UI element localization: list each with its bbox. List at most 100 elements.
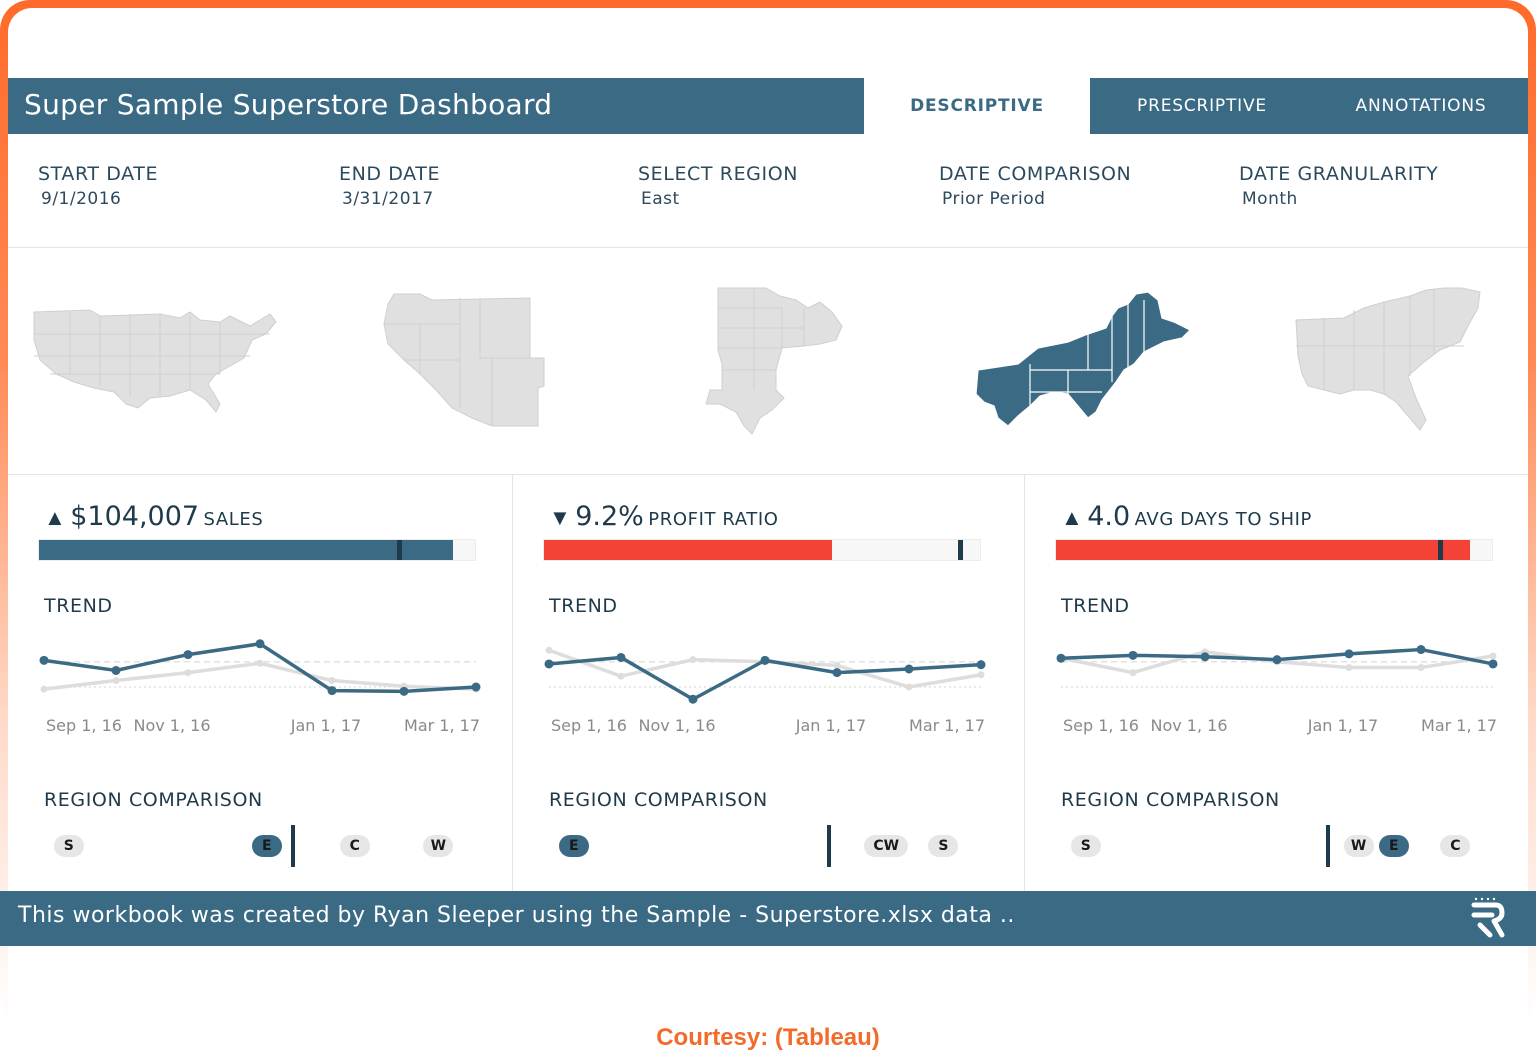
trend-point-current[interactable] xyxy=(183,650,193,660)
date-comparison-filter[interactable]: DATE COMPARISON Prior Period xyxy=(939,163,1131,209)
trend-point-current[interactable] xyxy=(1488,659,1498,669)
region-filter[interactable]: SELECT REGION East xyxy=(638,163,798,209)
region-comparison-title: REGION COMPARISON xyxy=(549,789,768,811)
trend-up-icon: ▲ xyxy=(1061,505,1083,530)
trend-point-prior[interactable] xyxy=(545,646,553,654)
x-tick-label: Nov 1, 16 xyxy=(638,716,715,735)
trend-point-prior[interactable] xyxy=(977,671,985,679)
map-south-region[interactable] xyxy=(1284,286,1486,434)
trend-point-prior[interactable] xyxy=(1345,664,1353,672)
region-chip-s[interactable]: S xyxy=(928,835,959,857)
x-tick-label: Sep 1, 16 xyxy=(551,716,627,735)
trend-point-current[interactable] xyxy=(760,655,770,665)
trend-point-prior[interactable] xyxy=(1489,652,1497,660)
trend-point-current[interactable] xyxy=(39,655,49,665)
trend-point-prior[interactable] xyxy=(256,659,264,667)
trend-point-prior[interactable] xyxy=(833,661,841,669)
map-all-regions[interactable] xyxy=(30,304,280,416)
kpi-value: 4.0 xyxy=(1087,501,1131,532)
region-chip-e[interactable]: E xyxy=(251,835,282,857)
trend-point-current[interactable] xyxy=(616,652,626,662)
region-chip-w[interactable]: W xyxy=(423,835,454,857)
filter-label: SELECT REGION xyxy=(638,163,799,185)
trend-point-prior[interactable] xyxy=(1129,669,1137,677)
author-logo-icon[interactable] xyxy=(1466,897,1506,941)
kpi-bullet-bar[interactable] xyxy=(543,539,981,561)
trend-point-prior[interactable] xyxy=(617,672,625,680)
x-tick-label: Jan 1, 17 xyxy=(1307,716,1378,735)
kpi-panels: ▲ $104,007 SALES TREND Sep 1, 16 Nov 1, 1… xyxy=(8,475,1528,891)
trend-point-prior[interactable] xyxy=(905,683,913,691)
trend-point-current[interactable] xyxy=(544,659,554,669)
filter-value: 3/31/2017 xyxy=(342,189,434,209)
footer-bar: This workbook was created by Ryan Sleepe… xyxy=(0,891,1536,946)
trend-line-current xyxy=(43,642,477,694)
trend-point-current[interactable] xyxy=(1200,652,1210,662)
trend-point-current[interactable] xyxy=(399,686,409,696)
region-chip-s[interactable]: S xyxy=(53,835,84,857)
x-tick-label: Sep 1, 16 xyxy=(46,716,122,735)
filter-label: END DATE xyxy=(339,163,441,185)
date-granularity-filter[interactable]: DATE GRANULARITY Month xyxy=(1239,163,1438,209)
trend-point-current[interactable] xyxy=(832,668,842,678)
region-chip-e[interactable]: E xyxy=(558,835,589,857)
filter-label: DATE GRANULARITY xyxy=(1239,163,1439,185)
trend-point-current[interactable] xyxy=(111,665,121,675)
x-tick-label: Nov 1, 16 xyxy=(1150,716,1227,735)
trend-point-current[interactable] xyxy=(1416,645,1426,655)
region-chip-e[interactable]: E xyxy=(1378,835,1409,857)
kpi-profit-ratio-panel: ▼ 9.2% PROFIT RATIO TREND Sep 1, 16 Nov 1… xyxy=(513,475,1025,891)
tab-annotations[interactable]: ANNOTATIONS xyxy=(1314,78,1528,134)
kpi-avg-days-to-ship-panel: ▲ 4.0 AVG DAYS TO SHIP TREND Sep 1, 16 No… xyxy=(1025,475,1528,891)
kpi-header: ▲ 4.0 AVG DAYS TO SHIP xyxy=(1061,501,1312,532)
trend-point-prior[interactable] xyxy=(112,677,120,685)
kpi-bullet-bar[interactable] xyxy=(38,539,476,561)
tab-descriptive[interactable]: DESCRIPTIVE xyxy=(864,78,1090,134)
map-central-region[interactable] xyxy=(696,286,846,438)
trend-point-current[interactable] xyxy=(327,686,337,696)
kpi-value: $104,007 xyxy=(70,501,200,532)
trend-point-current[interactable] xyxy=(1128,650,1138,660)
bullet-bar-target xyxy=(1437,540,1443,560)
trend-point-current[interactable] xyxy=(255,639,265,649)
trend-chart[interactable]: Sep 1, 16 Nov 1, 16 Jan 1, 17 Mar 1, 17 xyxy=(32,625,488,735)
region-chip-c[interactable]: C xyxy=(339,835,370,857)
trend-point-current[interactable] xyxy=(1056,653,1066,663)
bullet-bar-fill xyxy=(1056,540,1471,560)
trend-point-current[interactable] xyxy=(904,664,914,674)
filter-value: East xyxy=(641,189,680,209)
end-date-filter[interactable]: END DATE 3/31/2017 xyxy=(339,163,440,209)
x-tick-label: Mar 1, 17 xyxy=(1421,716,1497,735)
map-west-region[interactable] xyxy=(380,290,548,432)
filter-label: DATE COMPARISON xyxy=(939,163,1132,185)
trend-point-prior[interactable] xyxy=(328,677,336,685)
kpi-header: ▼ 9.2% PROFIT RATIO xyxy=(549,501,779,532)
region-chip-s[interactable]: S xyxy=(1070,835,1101,857)
start-date-filter[interactable]: START DATE 9/1/2016 xyxy=(38,163,158,209)
footer-text: This workbook was created by Ryan Sleepe… xyxy=(18,903,1015,928)
region-chip-w[interactable]: W xyxy=(1343,835,1374,857)
trend-point-prior[interactable] xyxy=(40,685,48,693)
trend-point-current[interactable] xyxy=(471,682,481,692)
trend-point-current[interactable] xyxy=(1344,649,1354,659)
tab-prescriptive[interactable]: PRESCRIPTIVE xyxy=(1090,78,1314,134)
x-tick-label: Mar 1, 17 xyxy=(909,716,985,735)
trend-point-current[interactable] xyxy=(976,660,986,670)
trend-point-prior[interactable] xyxy=(184,669,192,677)
comparison-reference-line xyxy=(291,825,295,867)
filter-bar: START DATE 9/1/2016 END DATE 3/31/2017 S… xyxy=(8,135,1528,248)
trend-chart[interactable]: Sep 1, 16 Nov 1, 16 Jan 1, 17 Mar 1, 17 xyxy=(1049,625,1505,735)
trend-chart[interactable]: Sep 1, 16 Nov 1, 16 Jan 1, 17 Mar 1, 17 xyxy=(537,625,993,735)
filter-value: Month xyxy=(1242,189,1298,209)
trend-point-prior[interactable] xyxy=(1417,664,1425,672)
filter-value: Prior Period xyxy=(942,189,1046,209)
trend-point-current[interactable] xyxy=(1272,655,1282,665)
region-chip-c[interactable]: C xyxy=(1440,835,1471,857)
trend-point-current[interactable] xyxy=(688,694,698,704)
trend-title: TREND xyxy=(44,595,113,617)
trend-point-prior[interactable] xyxy=(689,656,697,664)
map-east-region[interactable] xyxy=(968,290,1194,432)
kpi-bullet-bar[interactable] xyxy=(1055,539,1493,561)
region-chip-cw[interactable]: CW xyxy=(864,835,909,857)
